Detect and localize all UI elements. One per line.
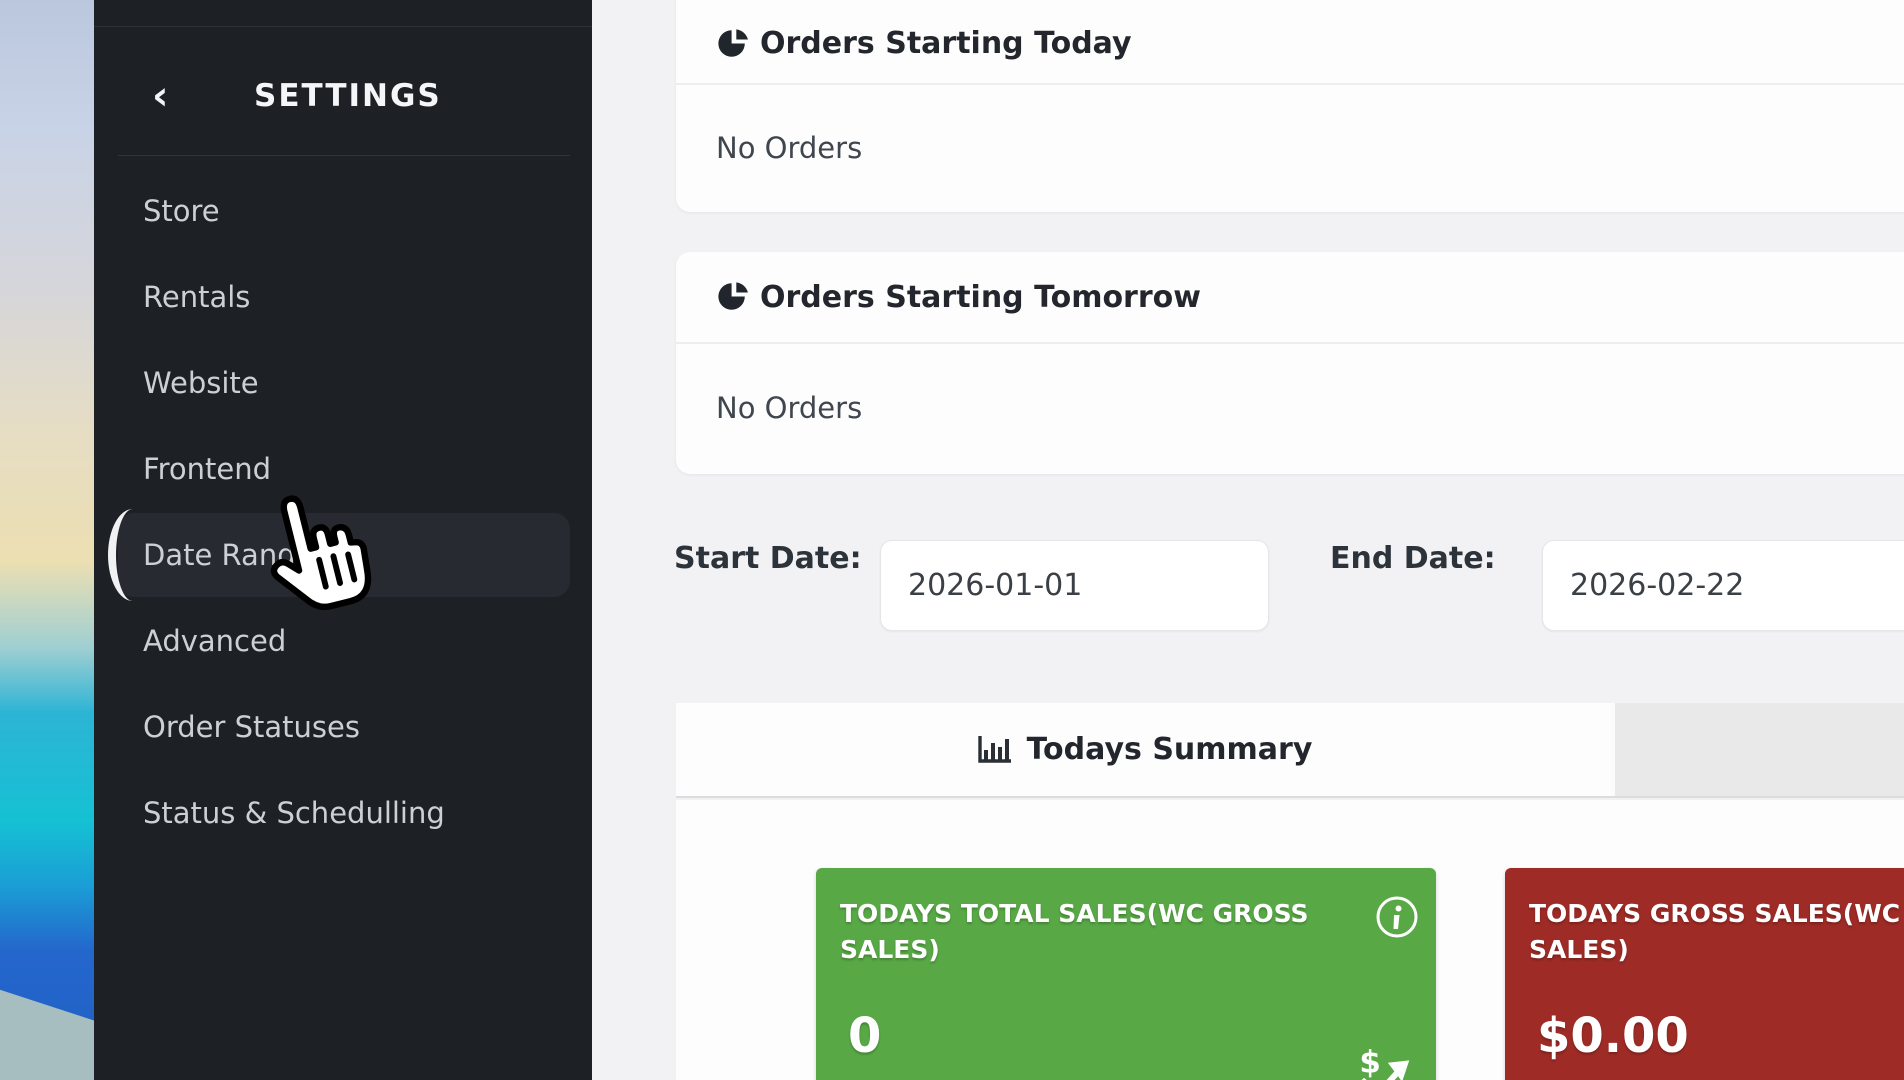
main-content: Orders Starting Today No Orders Orders S… [592,0,1904,1080]
sidebar-item-label: Advanced [143,624,287,658]
sidebar-item-label: Status & Schedulling [143,796,445,830]
panel-title: Orders Starting Today [760,26,1132,61]
orders-tomorrow-header: Orders Starting Tomorrow [676,252,1904,344]
todays-summary-header: Todays Summary [676,703,1904,798]
sidebar-item-label: Order Statuses [143,710,360,744]
stat-card-count: #0 [840,1074,1412,1080]
sidebar-item-label: Store [143,194,220,228]
sidebar-item-frontend[interactable]: Frontend [94,426,592,512]
pie-chart-icon [718,282,748,310]
stat-card-count: #0 [1633,1074,1904,1080]
panel-title: Orders Starting Tomorrow [760,279,1201,315]
sidebar-divider [118,155,570,156]
svg-text:$: $ [1359,1046,1380,1080]
sidebar-item-order-statuses[interactable]: Order Statuses [94,684,592,770]
sidebar-item-rentals[interactable]: Rentals [94,254,592,340]
end-date-input[interactable] [1542,540,1904,631]
sidebar-item-label: Date Range [143,538,314,572]
settings-sidebar: ‹ SETTINGS Store Rentals Website Frontend Da… [94,0,592,1080]
orders-tomorrow-panel: Orders Starting Tomorrow No Orders [676,252,1904,474]
todays-summary-body: TODAYS TOTAL SALES(WC GROSS SALES) 0 #0 … [676,800,1904,1080]
orders-today-panel: Orders Starting Today No Orders [676,0,1904,212]
summary-title: Todays Summary [1026,732,1313,767]
stat-card-value: 0 [848,1008,882,1064]
stat-card-title: TODAYS GROSS SALES(WC NET SALES) [1529,899,1904,964]
sidebar-item-advanced[interactable]: Advanced [94,598,592,684]
stat-card-value: $0.00 [1537,1008,1689,1064]
todays-total-sales-card: TODAYS TOTAL SALES(WC GROSS SALES) 0 #0 … [816,868,1436,1080]
end-date-label: End Date: [1330,541,1496,576]
orders-today-body: No Orders [676,85,1904,210]
sales-growth-icon: $ [1359,1046,1410,1080]
active-item-bracket [108,509,136,601]
summary-header-secondary-cell [1611,703,1904,796]
no-orders-text: No Orders [716,391,863,425]
pie-chart-icon [718,28,748,57]
orders-today-header: Orders Starting Today [676,0,1904,85]
summary-header-cell: Todays Summary [676,703,1611,796]
no-orders-text: No Orders [716,130,863,165]
sidebar-item-website[interactable]: Website [94,340,592,426]
sidebar-top-divider [94,26,592,27]
sidebar-item-date-range[interactable]: Date Range [94,509,592,601]
start-date-input[interactable] [880,540,1269,631]
stat-card-title: TODAYS TOTAL SALES(WC GROSS SALES) [840,899,1309,964]
collapse-sidebar-icon[interactable]: ‹ [152,73,169,119]
start-date-label: Start Date: [674,541,862,576]
sidebar-item-status-schedulling[interactable]: Status & Schedulling [94,770,592,856]
sidebar-item-store[interactable]: Store [94,168,592,254]
orders-tomorrow-body: No Orders [676,344,1904,472]
sidebar-title: SETTINGS [254,78,442,114]
wallpaper-hill [0,989,94,1080]
sidebar-item-label: Website [143,366,259,400]
desktop-wallpaper [0,0,94,1080]
sidebar-item-label: Frontend [143,452,271,486]
sidebar-menu: Store Rentals Website Frontend Date Range Adv… [94,168,592,856]
info-icon[interactable] [1374,894,1420,940]
bar-chart-icon [977,735,1011,763]
date-range-row: Start Date: End Date: [592,540,1904,631]
sidebar-header: ‹ SETTINGS [94,60,592,140]
todays-gross-sales-card: TODAYS GROSS SALES(WC NET SALES) $0.00 #… [1505,868,1904,1080]
sidebar-item-label: Rentals [143,280,251,314]
